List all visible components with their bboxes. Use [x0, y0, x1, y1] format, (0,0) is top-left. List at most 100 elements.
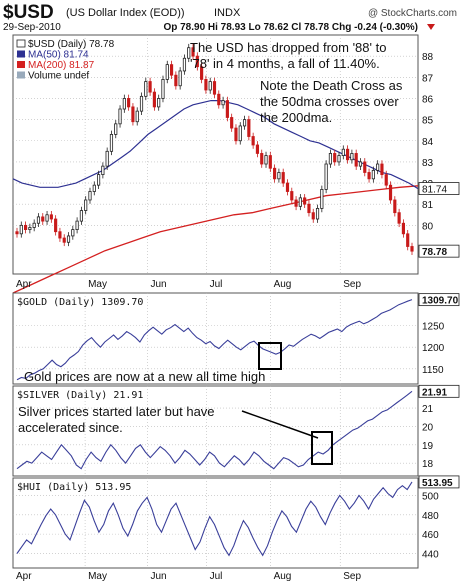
candle-body	[333, 153, 337, 163]
annotation-line: '78' in 4 months, a fall of 11.40%.	[190, 56, 380, 71]
usd-y-tick-label: 86	[422, 94, 434, 105]
usd-y-tick-label: 85	[422, 116, 434, 127]
header-name: (US Dollar Index (EOD))	[66, 7, 185, 19]
candle-body	[32, 222, 36, 228]
candle-body	[49, 214, 53, 220]
candle-body	[165, 64, 169, 80]
candle-body	[384, 174, 388, 186]
candle-body	[24, 224, 28, 230]
candle-body	[341, 148, 345, 156]
candle-body	[264, 155, 268, 165]
usd-y-tick-label: 84	[422, 137, 434, 148]
candle-body	[15, 231, 19, 235]
candle-body	[41, 216, 45, 222]
candle-body	[169, 64, 174, 76]
gold-y-tick-label: 1250	[422, 322, 445, 333]
candle-body	[54, 218, 58, 233]
silver-y-tick-label: 21	[422, 404, 434, 415]
candle-body	[281, 172, 285, 184]
usd-x-tick-label: Apr	[16, 279, 32, 290]
gold-annotation: Gold prices are now at a new all time hi…	[24, 369, 265, 384]
legend-entry: MA(50) 81.74	[28, 50, 89, 61]
candle-body	[58, 231, 62, 239]
candle-body	[230, 117, 234, 129]
bottom-x-tick-label: May	[88, 571, 107, 582]
bottom-x-tick-label: Aug	[274, 571, 292, 582]
candle-body	[200, 66, 204, 80]
candle-body	[92, 184, 96, 192]
usd-y-tick-label: 87	[422, 73, 434, 84]
candle-body	[208, 81, 212, 91]
annotation-line: the 50dma crosses over	[260, 94, 399, 109]
candle-body	[290, 191, 294, 201]
bottom-x-axis: Apr May Jun Jul Aug Sep	[16, 571, 361, 582]
candle-body	[406, 233, 410, 247]
candle-body	[410, 246, 414, 252]
ma200-line	[12, 185, 419, 294]
usd-x-tick-label: Jul	[210, 279, 223, 290]
change-down-arrow-icon	[427, 24, 435, 30]
candle-body	[144, 81, 148, 97]
candle-body	[242, 119, 247, 127]
candle-body	[118, 108, 122, 125]
candle-body	[19, 224, 23, 235]
silver-y-tick-label: 19	[422, 441, 434, 452]
silver-frame	[12, 385, 419, 477]
usd-panel: 808182838485868788$USD (Daily) 78.78MA(5…	[12, 34, 460, 294]
candle-body	[397, 212, 401, 224]
candle-body	[315, 208, 320, 220]
legend-swatch	[17, 61, 25, 68]
annotation-line: the 200dma.	[260, 110, 332, 125]
candle-body	[139, 95, 144, 112]
candle-body	[178, 70, 182, 87]
gold-last-value-label: 1309.70	[422, 296, 459, 307]
candle-body	[388, 184, 393, 201]
ma50-last-value-label: 81.74	[422, 185, 447, 196]
candle-body	[62, 237, 66, 243]
usd-x-tick-label: Jun	[150, 279, 166, 290]
candle-body	[212, 81, 217, 95]
candle-body	[294, 199, 298, 207]
candle-body	[79, 210, 83, 222]
hui-y-tick-label: 500	[422, 491, 439, 502]
candle-body	[247, 119, 251, 137]
usd-x-axis: Apr May Jun Jul Aug Sep	[16, 279, 361, 290]
candle-body	[195, 55, 199, 68]
usd-last-value-box	[418, 244, 460, 258]
candle-body	[75, 220, 79, 230]
bottom-x-tick-label: Jul	[210, 571, 223, 582]
candle-body	[122, 98, 126, 110]
header-date: 29-Sep-2010	[3, 22, 61, 33]
hui-title: $HUI (Daily) 513.95	[17, 482, 131, 493]
candle-body	[96, 174, 101, 186]
candle-body	[238, 125, 242, 142]
candle-body	[324, 163, 328, 190]
annotation-line: The USD has dropped from '88' to	[190, 40, 386, 55]
header-exchange: INDX	[214, 7, 241, 19]
usd-y-tick-label: 80	[422, 221, 434, 232]
candle-body	[303, 197, 307, 205]
usd-y-tick-label: 88	[422, 52, 434, 63]
candle-body	[161, 79, 165, 99]
candle-body	[105, 150, 109, 167]
candle-body	[337, 155, 341, 163]
candle-body	[204, 79, 208, 91]
candle-body	[66, 235, 71, 243]
silver-last-value-box	[418, 384, 460, 398]
legend-swatch	[16, 39, 26, 48]
legend-swatch	[17, 71, 25, 79]
candle-body	[367, 172, 371, 180]
legend-entry: Volume undef	[28, 71, 89, 82]
silver-annotation-line: Silver prices started later but have	[18, 404, 215, 419]
candle-body	[182, 57, 187, 72]
usd-x-tick-label: Aug	[274, 279, 292, 290]
candle-body	[380, 163, 384, 175]
candle-body	[320, 188, 324, 209]
candle-body	[307, 203, 311, 214]
bottom-x-tick-label: Apr	[16, 571, 32, 582]
header-watermark: @ StockCharts.com	[368, 8, 457, 19]
usd-last-value-label: 78.78	[422, 247, 447, 258]
candle-body	[28, 227, 32, 230]
candle-body	[268, 155, 272, 169]
candle-body	[135, 110, 139, 123]
